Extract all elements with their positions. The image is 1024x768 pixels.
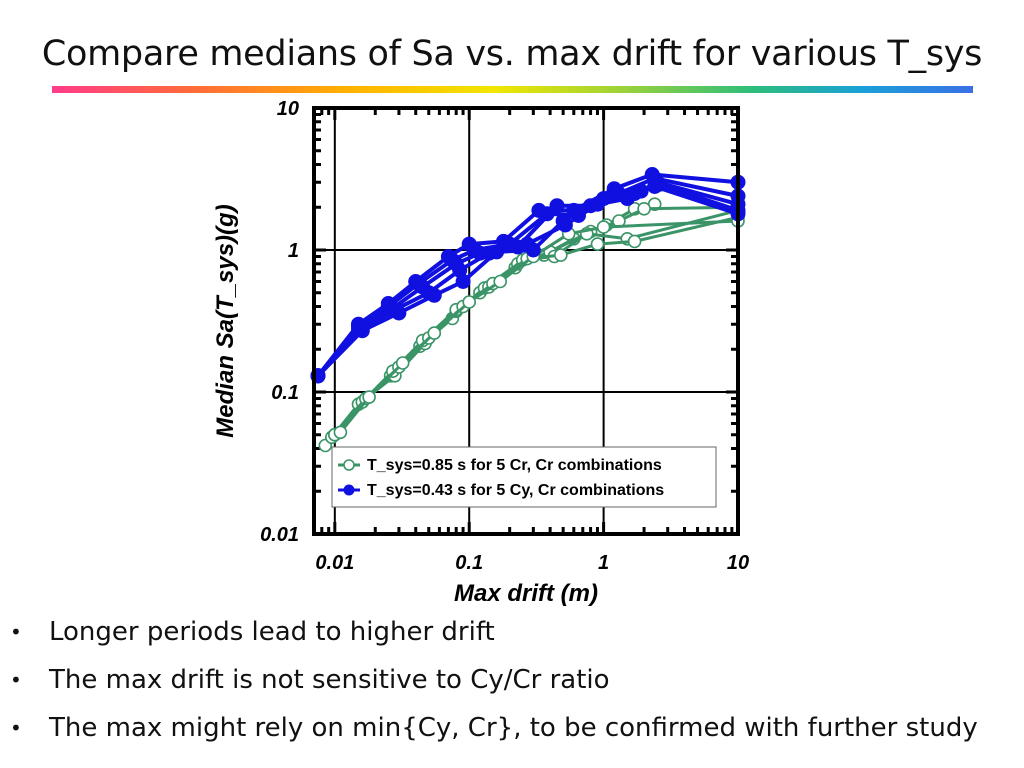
data-point [391, 305, 407, 321]
y-tick-label: 10 [277, 98, 299, 120]
legend-label-1: T_sys=0.43 s for 5 Cy, Cr combinations [367, 482, 664, 499]
data-point [354, 323, 370, 339]
x-tick-label: 0.1 [455, 552, 483, 574]
x-tick-label: 1 [598, 552, 609, 574]
legend-entry-1: T_sys=0.43 s for 5 Cy, Cr combinations [338, 482, 664, 499]
data-point [590, 237, 605, 251]
bullet-text: The max might rely on min{Cy, Cr}, to be… [49, 713, 978, 743]
bullet-dot: • [10, 620, 22, 644]
y-axis-label: Median Sa(T_sys)(g) [212, 204, 239, 437]
legend-marker-0 [343, 459, 355, 471]
series-0 [318, 197, 745, 453]
data-point [427, 326, 442, 340]
data-point [596, 191, 612, 207]
data-point [627, 234, 642, 249]
data-point [362, 390, 376, 404]
x-tick-label: 0.01 [315, 552, 354, 574]
legend-label-0: T_sys=0.85 s for 5 Cr, Cr combinations [367, 457, 662, 474]
legend-marker-1 [343, 484, 355, 496]
data-point [553, 248, 568, 262]
data-point [462, 295, 477, 309]
y-tick-label: 1 [288, 240, 299, 262]
data-point [525, 242, 541, 258]
plot-frame [312, 106, 740, 536]
data-point [596, 220, 611, 234]
y-tick-label: 0.1 [271, 382, 299, 404]
data-point [633, 183, 649, 199]
data-point [647, 179, 663, 194]
data-point [493, 274, 508, 289]
y-tick-label: 0.01 [260, 524, 299, 546]
x-axis-label: Max drift (m) [454, 580, 598, 607]
legend-box [331, 446, 717, 508]
title-gradient-rule [52, 86, 973, 93]
data-point [637, 202, 651, 216]
bullet-dot: • [10, 716, 22, 740]
slide-title: Compare medians of Sa vs. max drift for … [41, 34, 983, 74]
bullet-text: The max drift is not sensitive to Cy/Cr … [49, 665, 610, 695]
x-tick-label: 10 [727, 552, 749, 574]
series-1 [310, 167, 746, 384]
series-line [339, 219, 739, 434]
data-point [549, 198, 565, 214]
legend-entry-0: T_sys=0.85 s for 5 Cr, Cr combinations [338, 457, 662, 474]
data-point [333, 425, 348, 440]
bullet-text: Longer periods lead to higher drift [49, 617, 495, 647]
series-layer [310, 167, 746, 453]
tick-labels: 0.01 0.1 1 10 0.01 0.1 1 10 [260, 98, 749, 574]
data-point [489, 244, 505, 260]
data-point [426, 287, 442, 303]
data-point [455, 274, 471, 289]
data-point [395, 356, 410, 370]
chart-legend: T_sys=0.85 s for 5 Cr, Cr combinations T… [331, 446, 717, 508]
bullet-dot: • [10, 668, 22, 692]
drift-vs-sa-chart: 0.01 0.1 1 10 0.01 0.1 1 10 Max drift (m) Media… [212, 98, 749, 607]
data-point [555, 213, 571, 229]
